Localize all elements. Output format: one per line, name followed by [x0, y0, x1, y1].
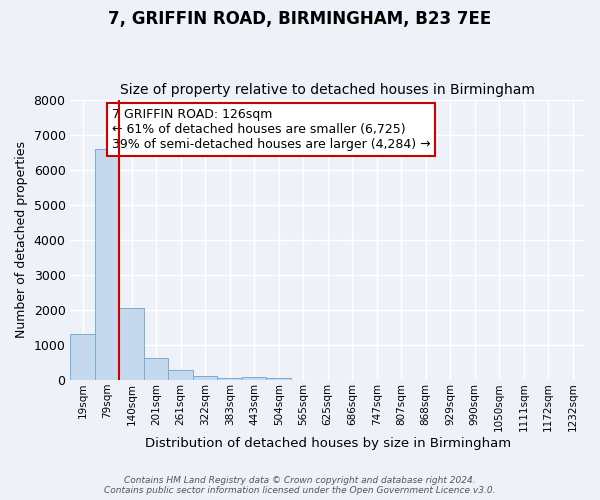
Bar	[242, 377, 266, 380]
Text: Contains HM Land Registry data © Crown copyright and database right 2024.
Contai: Contains HM Land Registry data © Crown c…	[104, 476, 496, 495]
Y-axis label: Number of detached properties: Number of detached properties	[15, 141, 28, 338]
Bar	[266, 378, 291, 380]
Bar	[119, 308, 144, 380]
Bar	[217, 378, 242, 380]
Title: Size of property relative to detached houses in Birmingham: Size of property relative to detached ho…	[120, 83, 535, 97]
Text: 7, GRIFFIN ROAD, BIRMINGHAM, B23 7EE: 7, GRIFFIN ROAD, BIRMINGHAM, B23 7EE	[109, 10, 491, 28]
Bar	[95, 150, 119, 380]
Bar	[193, 376, 217, 380]
X-axis label: Distribution of detached houses by size in Birmingham: Distribution of detached houses by size …	[145, 437, 511, 450]
Bar	[70, 334, 95, 380]
Bar	[169, 370, 193, 380]
Text: 7 GRIFFIN ROAD: 126sqm
← 61% of detached houses are smaller (6,725)
39% of semi-: 7 GRIFFIN ROAD: 126sqm ← 61% of detached…	[112, 108, 430, 151]
Bar	[144, 358, 169, 380]
